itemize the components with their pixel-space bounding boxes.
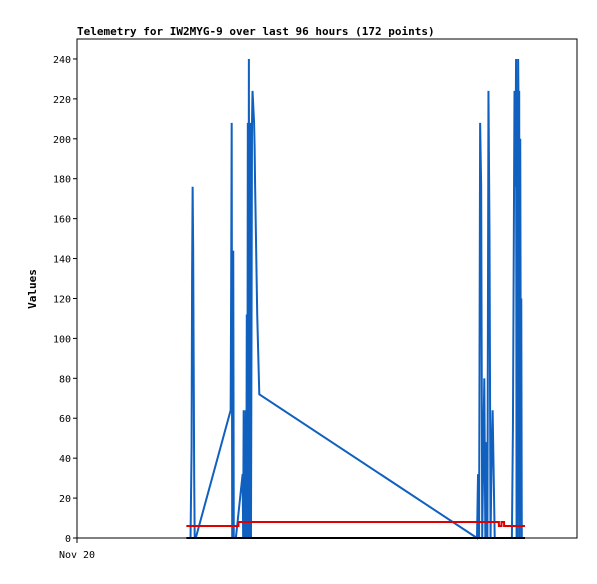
y-tick-label: 80 (59, 374, 71, 385)
plot-area (76, 38, 578, 539)
y-tick-label: 0 (65, 534, 71, 545)
y-tick-label: 60 (59, 414, 71, 425)
y-tick-label: 240 (53, 55, 71, 66)
y-tick-label: 120 (53, 294, 71, 305)
y-tick-label: 140 (53, 255, 71, 266)
chart-title: Telemetry for IW2MYG-9 over last 96 hour… (77, 25, 435, 38)
y-tick-label: 220 (53, 95, 71, 106)
series-line-0 (189, 58, 525, 540)
y-tick-label: 100 (53, 334, 71, 345)
y-axis-label: Values (26, 269, 39, 309)
x-tick-label: Nov 20 (59, 550, 95, 561)
y-tick-label: 40 (59, 454, 71, 465)
y-axis: 0 20 40 60 80 100 120 140 160 180 200 220 240 (53, 55, 77, 545)
y-tick-label: 200 (53, 135, 71, 146)
series-layer (186, 58, 525, 540)
y-tick-label: 180 (53, 175, 71, 186)
y-tick-label: 160 (53, 215, 71, 226)
x-axis: Nov 20 (59, 538, 95, 561)
y-tick-label: 20 (59, 494, 71, 505)
series-line-1 (186, 521, 525, 528)
